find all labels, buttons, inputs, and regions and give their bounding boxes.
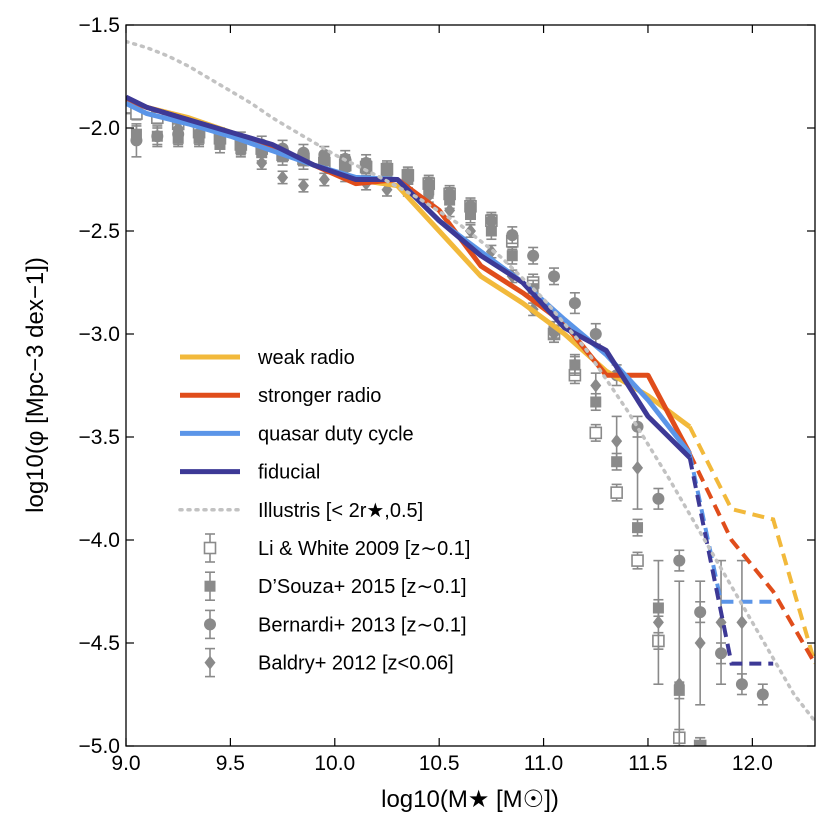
- data-point: [652, 615, 664, 630]
- data-point: [590, 378, 602, 393]
- obs-series-3: [172, 121, 748, 746]
- y-tick-label: −1.5: [79, 14, 120, 37]
- stronger-line: [126, 96, 692, 455]
- data-point: [193, 131, 205, 146]
- y-tick-label: −2.5: [79, 220, 120, 243]
- x-tick-label: 11.5: [628, 752, 667, 775]
- data-point: [130, 134, 143, 147]
- weak-extrapolation: [687, 425, 815, 665]
- data-point: [318, 172, 330, 187]
- data-point: [401, 169, 414, 182]
- x-tick-label: 9.5: [216, 752, 245, 775]
- legend-label-quasar: quasar duty cycle: [258, 423, 414, 445]
- y-tick-label: −3.5: [79, 426, 120, 449]
- data-point: [235, 141, 247, 156]
- legend-label-fiducial: fiducial: [258, 462, 320, 484]
- data-point: [297, 178, 309, 193]
- data-point: [632, 522, 644, 534]
- y-tick-label: −5.0: [79, 735, 120, 758]
- data-point: [464, 200, 477, 213]
- data-point: [360, 157, 373, 170]
- data-point: [506, 229, 519, 242]
- legend-label-stronger: stronger radio: [258, 385, 381, 407]
- legend-marker-obs-0: [203, 541, 217, 555]
- data-point: [673, 554, 686, 567]
- data-point: [151, 130, 164, 143]
- fiducial-extrapolation: [687, 457, 774, 666]
- data-point: [589, 426, 603, 440]
- data-point: [444, 203, 456, 218]
- data-point: [568, 297, 581, 310]
- data-point: [694, 740, 706, 746]
- x-tick-label: 12.0: [732, 752, 773, 775]
- observations: [126, 100, 769, 746]
- data-point: [422, 177, 435, 190]
- y-tick-label: −4.5: [79, 632, 120, 655]
- data-point: [632, 460, 644, 475]
- stronger-extrapolation: [687, 452, 815, 665]
- y-tick-label: −2.0: [79, 117, 120, 140]
- legend-label-illustris: Illustris [< 2r★,0.5]: [258, 500, 423, 522]
- legend-marker-obs-1: [204, 580, 216, 592]
- data-point: [611, 434, 623, 449]
- data-point: [380, 163, 393, 176]
- y-axis-title: log10(φ [Mpc−3 dex−1]): [22, 257, 49, 513]
- legend-label-obs-3: Baldry+ 2012 [z<0.06]: [258, 653, 454, 675]
- x-axis-title: log10(M★ [M☉]): [381, 786, 559, 813]
- y-tick-label: −3.0: [79, 323, 120, 346]
- legend: weak radio stronger radio quasar duty cycl…: [178, 347, 470, 678]
- axes: 9.0 9.5 10.0 10.5 11.0 11.5 12.0 −1.5 −2.0 −2.5 −3…: [79, 14, 815, 775]
- legend-marker-obs-3: [204, 655, 216, 670]
- data-point: [214, 135, 226, 150]
- legend-label-obs-2: Bernardi+ 2013 [z∼0.1]: [258, 614, 467, 636]
- quasar-line: [126, 101, 692, 456]
- data-point: [736, 615, 748, 630]
- data-point: [485, 225, 497, 237]
- data-point: [569, 357, 581, 372]
- data-point: [673, 677, 685, 692]
- data-point: [277, 170, 289, 185]
- x-tick-label: 10.0: [314, 752, 355, 775]
- legend-label-weak: weak radio: [257, 347, 355, 369]
- data-point: [631, 554, 644, 567]
- data-point: [256, 156, 268, 171]
- plot-content: [126, 39, 815, 746]
- data-point: [548, 270, 561, 283]
- plot-frame: [125, 24, 816, 747]
- data-point: [506, 250, 518, 262]
- x-tick-label: 11.0: [524, 752, 563, 775]
- data-point: [756, 688, 769, 701]
- data-point: [610, 486, 623, 499]
- data-point: [694, 636, 706, 650]
- data-point: [318, 148, 331, 161]
- data-point: [652, 492, 665, 505]
- data-point: [485, 214, 498, 227]
- fiducial-line: [126, 94, 692, 460]
- legend-marker-obs-2: [204, 618, 216, 631]
- x-tick-label: 10.5: [419, 752, 460, 775]
- x-tick-label: 9.0: [111, 752, 140, 775]
- model-lines: [126, 39, 815, 724]
- legend-label-obs-0: Li & White 2009 [z∼0.1]: [258, 538, 470, 560]
- legend-label-obs-1: D’Souza+ 2015 [z∼0.1]: [258, 576, 467, 598]
- data-point: [590, 396, 602, 408]
- data-point: [527, 249, 540, 262]
- data-point: [443, 187, 456, 200]
- data-point: [589, 328, 602, 340]
- illustris-line: [126, 39, 815, 724]
- y-tick-label: −4.0: [79, 529, 120, 552]
